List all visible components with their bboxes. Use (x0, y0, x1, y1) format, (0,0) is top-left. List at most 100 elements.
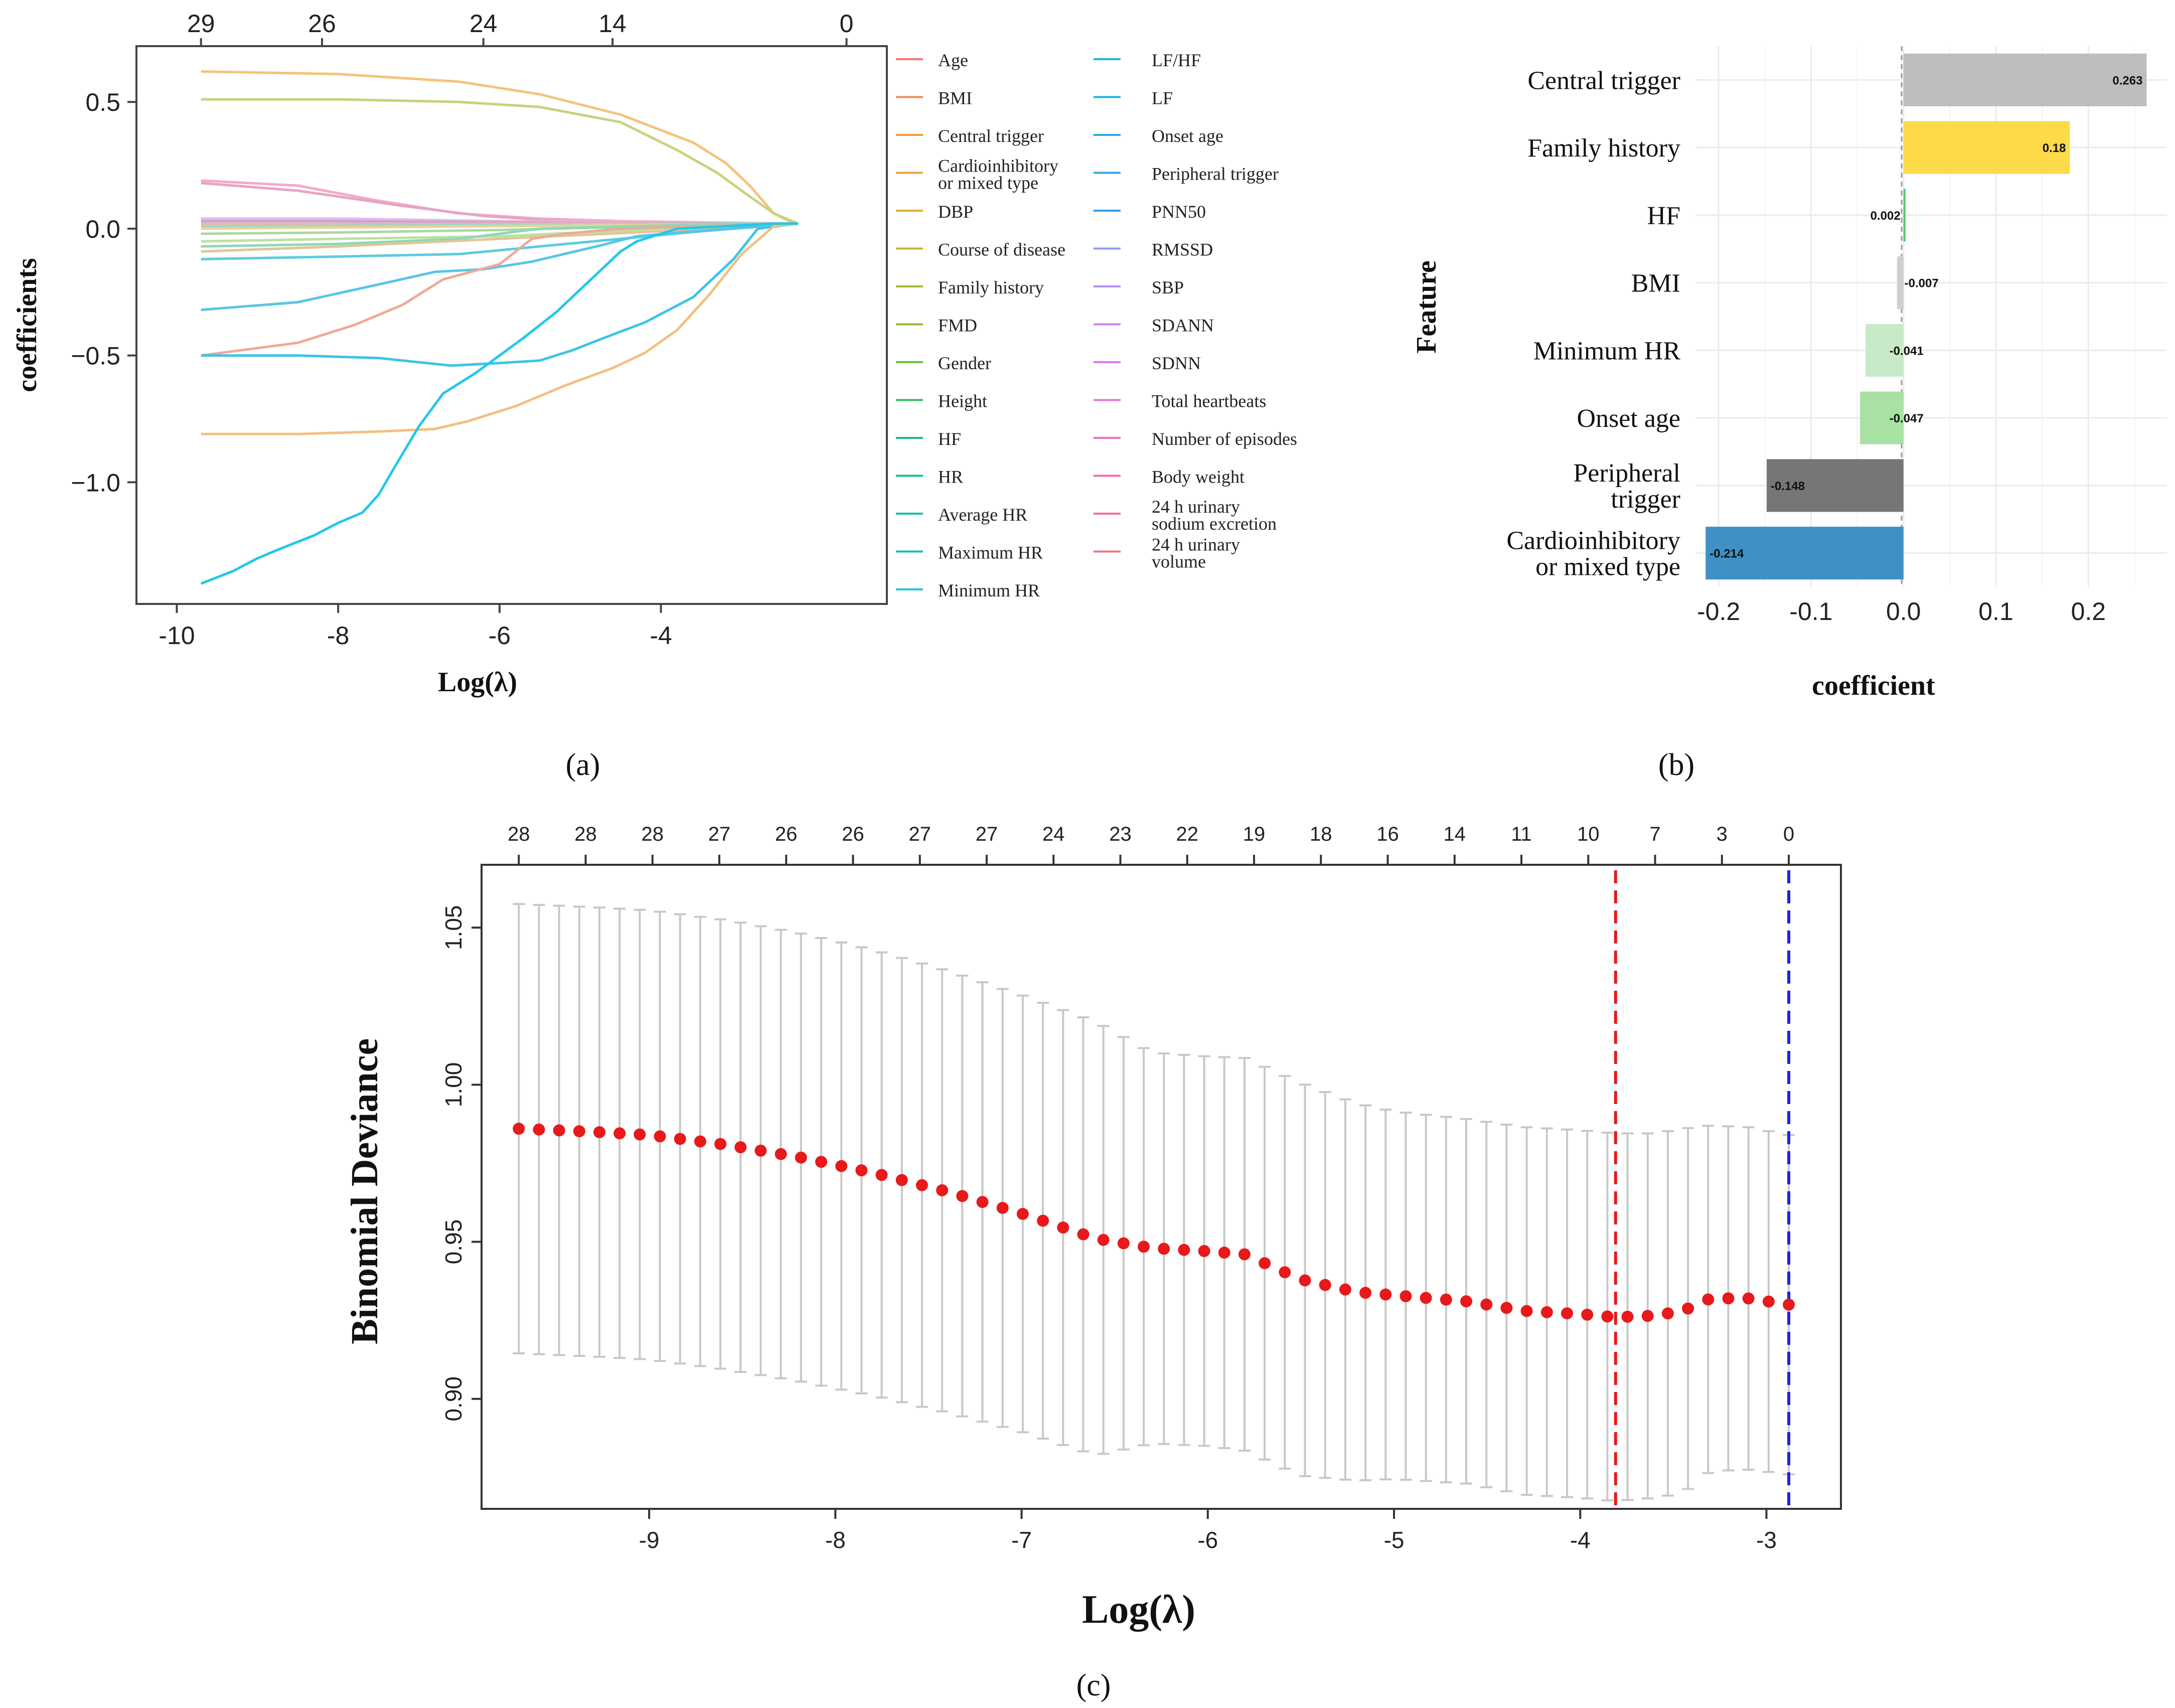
panel-c-point (1762, 1295, 1775, 1308)
panel-b-category-label: Onset age (1577, 404, 1680, 433)
panel-c-top-tick-label: 24 (1042, 823, 1065, 845)
panel-a-series-line-16 (201, 222, 799, 367)
panel-a-legend-label: Family history (938, 277, 1044, 297)
panel-c-point (1682, 1302, 1694, 1315)
panel-c-y-tick-label: 1.05 (440, 905, 467, 951)
panel-b-x-tick-label: 0.1 (1978, 597, 2013, 626)
panel-a-label: (a) (566, 748, 600, 782)
panel-c-top-tick-label: 18 (1310, 823, 1332, 845)
panel-c-point (774, 1148, 787, 1160)
panel-c-top-tick-label: 27 (976, 823, 998, 845)
panel-c-point (1460, 1295, 1473, 1308)
panel-c-point (1440, 1293, 1452, 1306)
panel-a-legend-label: RMSSD (1152, 240, 1213, 260)
panel-b-y-axis-title: Feature (1411, 260, 1442, 354)
panel-c-y-tick-label: 0.90 (440, 1376, 467, 1422)
panel-b-value-label: -0.041 (1890, 344, 1924, 358)
panel-c-top-tick-label: 27 (909, 823, 931, 845)
panel-a-y-tick-label: −1.0 (71, 469, 120, 497)
panel-a-top-tick-label: 24 (470, 10, 498, 38)
panel-a-series-line-11 (201, 222, 799, 248)
panel-c-top-tick-label: 27 (708, 823, 731, 845)
panel-c-point (1420, 1292, 1432, 1304)
panel-a-top-tick-label: 29 (187, 10, 215, 38)
panel-a-y-tick-label: 0.0 (85, 215, 120, 243)
panel-a-x-tick-label: -4 (650, 622, 672, 650)
panel-b-bar (1903, 121, 2070, 174)
panel-c-top-tick-label: 26 (775, 823, 798, 845)
panel-a-legend-label: Maximum HR (938, 543, 1043, 563)
panel-c-y-tick-label: 1.00 (440, 1062, 467, 1108)
panel-c-point (875, 1169, 888, 1181)
panel-a-series-line-18 (200, 222, 799, 585)
panel-c-top-tick-label: 23 (1109, 823, 1132, 845)
panel-a-legend-label: DBP (938, 202, 973, 222)
panel-c-top-tick-label: 28 (508, 823, 530, 845)
panel-a-series-line-12 (201, 222, 799, 253)
panel-c-x-tick-label: -9 (639, 1527, 660, 1553)
panel-b-x-tick-label: 0.2 (2071, 597, 2106, 626)
panel-a-legend-label: Body weight (1152, 467, 1245, 487)
panel-c-point (1641, 1310, 1654, 1322)
panel-b-bars: 0.263 0.18 0.002 -0.007 -0.041 -0.047 -0.148 -0… (1705, 53, 2147, 580)
panel-b-category-label: Central trigger (1527, 66, 1680, 95)
panel-c-point (1117, 1237, 1130, 1250)
panel-c-point (795, 1151, 807, 1164)
panel-c-x-tick-label: -8 (825, 1527, 846, 1553)
panel-a-legend-label: SDANN (1152, 316, 1214, 336)
panel-c-x-tick-label: -4 (1570, 1527, 1591, 1553)
panel-c-point (593, 1126, 605, 1139)
panel-c-point (1138, 1240, 1150, 1253)
panel-c-point (1178, 1244, 1190, 1256)
panel-c-point (1520, 1305, 1533, 1317)
panel-a-legend-label: FMD (938, 316, 977, 336)
panel-c-point (1158, 1243, 1170, 1255)
panel-b-category-label: BMI (1631, 269, 1680, 298)
panel-c-x-tick-label: -7 (1011, 1527, 1032, 1553)
panel-b-x-tick-label: -0.1 (1789, 597, 1832, 626)
panel-c-top-tick-label: 7 (1649, 823, 1660, 845)
panel-a-legend-label: 24 h urinary volume (1152, 535, 1240, 572)
panel-c-y-axis: 0.90 0.95 1.00 1.05 (440, 905, 482, 1422)
panel-a-legend: Age BMI Central trigger Cardioinhibitory or … (896, 50, 1297, 600)
panel-c-point (613, 1127, 626, 1140)
panel-c-plot-frame (481, 864, 1842, 1510)
panel-c-point (1621, 1310, 1634, 1323)
panel-c-point (654, 1130, 666, 1143)
panel-b-value-label: -0.148 (1771, 480, 1805, 493)
panel-a-legend-label: Minimum HR (938, 580, 1040, 600)
panel-b-x-axis-title: coefficient (1812, 670, 1935, 701)
panel-c-x-tick-label: -5 (1384, 1527, 1405, 1553)
panel-c-top-tick-label: 28 (642, 823, 664, 845)
panel-c-top-tick-label: 3 (1717, 823, 1728, 845)
panel-b-x-tick-label: -0.2 (1697, 597, 1740, 626)
panel-c-label: (c) (1076, 1668, 1111, 1702)
panel-b-category-label: Family history (1527, 134, 1680, 163)
panel-c-top-tick-label: 22 (1176, 823, 1199, 845)
panel-c-x-tick-label: -3 (1756, 1527, 1777, 1553)
panel-b-bar (1903, 53, 2147, 106)
panel-a-legend-label: Total heartbeats (1152, 391, 1266, 411)
panel-b-category-labels: Central trigger Family history HF BMI Minimu… (1506, 66, 1680, 581)
panel-a-x-axis-title: Log(λ) (438, 667, 517, 698)
panel-a-legend-label: Average HR (938, 505, 1027, 525)
panel-a-y-axis: 0.5 0.0 −0.5 −1.0 (71, 88, 136, 497)
panel-c-point (1661, 1307, 1674, 1320)
panel-a-y-tick-label: −0.5 (71, 342, 120, 370)
panel-c-top-axis: 28 28 28 27 26 26 27 27 24 23 22 19 18 16 14 11 10 7 3 0 (508, 823, 1794, 865)
panel-a-legend-label: Onset age (1152, 126, 1223, 146)
panel-c-top-tick-label: 10 (1577, 823, 1600, 845)
panel-a-y-tick-label: 0.5 (85, 88, 120, 116)
panel-c-point (1742, 1292, 1755, 1305)
panel-c-point (1259, 1257, 1271, 1270)
panel-c-point (1238, 1248, 1251, 1261)
panel-c-point (714, 1138, 727, 1150)
panel-b-value-label: -0.047 (1890, 412, 1924, 425)
panel-a-legend-label: SBP (1152, 277, 1184, 297)
panel-c-point (976, 1196, 989, 1208)
panel-a-series-line-0 (201, 70, 795, 225)
panel-c-top-tick-label: 28 (574, 823, 597, 845)
panel-a-legend-label: Peripheral trigger (1152, 164, 1279, 184)
panel-c-point (1379, 1288, 1392, 1301)
panel-c-y-tick-label: 0.95 (440, 1219, 467, 1265)
